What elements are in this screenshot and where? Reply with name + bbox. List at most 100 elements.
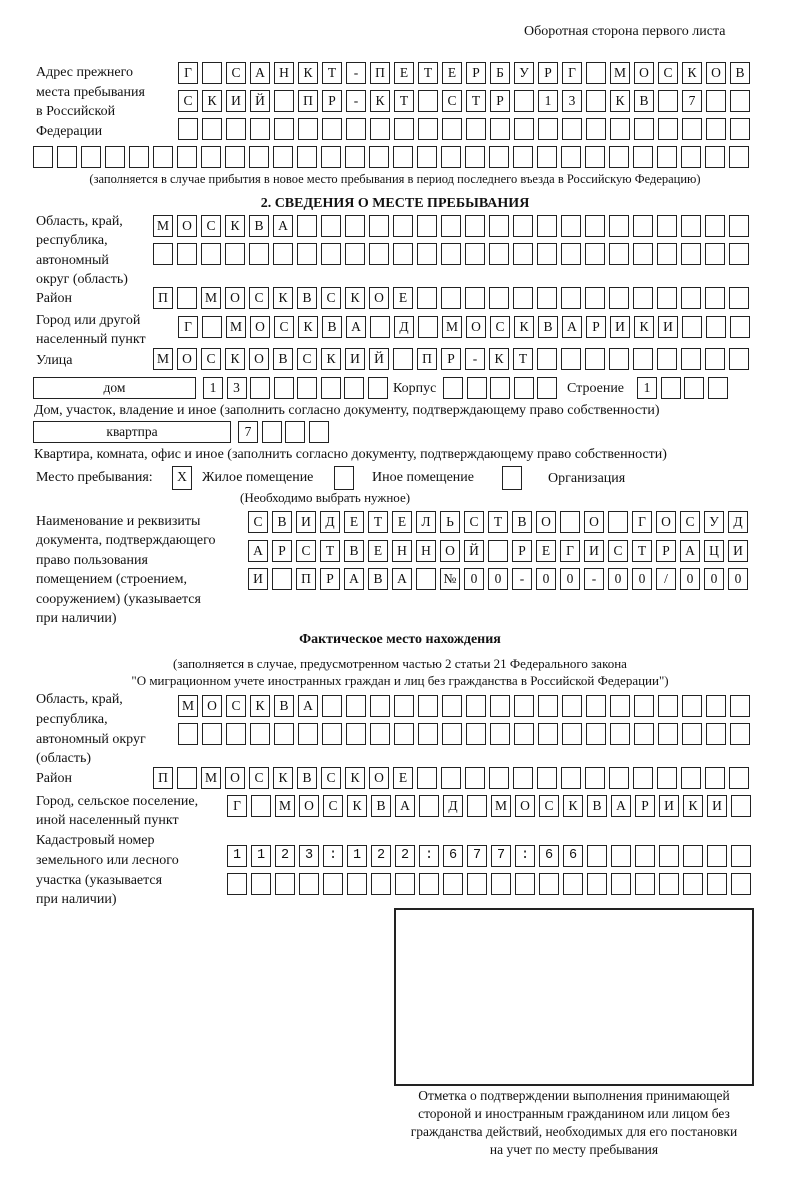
prev-address-cell[interactable]: Р: [466, 62, 486, 84]
region-cell[interactable]: [609, 215, 629, 237]
prev-address-cell[interactable]: 3: [562, 90, 582, 112]
actual-region-cell[interactable]: [250, 723, 270, 745]
actual-district-cell[interactable]: [441, 767, 461, 789]
prev-address-cell[interactable]: [153, 146, 173, 168]
prev-address-cell[interactable]: [274, 90, 294, 112]
prev-address-cell[interactable]: [202, 62, 222, 84]
cadastre-cell[interactable]: [731, 845, 751, 867]
region-cell[interactable]: [681, 215, 701, 237]
doc-cell[interactable]: 0: [680, 568, 700, 590]
doc-cell[interactable]: И: [728, 540, 748, 562]
prev-address-cell[interactable]: [346, 118, 366, 140]
cadastre-cell[interactable]: [611, 845, 631, 867]
prev-address-cell[interactable]: Е: [442, 62, 462, 84]
house-cell[interactable]: [297, 377, 317, 399]
doc-cell[interactable]: 0: [728, 568, 748, 590]
region-cell[interactable]: [441, 215, 461, 237]
actual-district-cell[interactable]: К: [273, 767, 293, 789]
district-cell[interactable]: С: [321, 287, 341, 309]
prev-address-cell[interactable]: [442, 118, 462, 140]
doc-cell[interactable]: 0: [560, 568, 580, 590]
prev-address-cell[interactable]: [201, 146, 221, 168]
actual-city-cell[interactable]: А: [395, 795, 415, 817]
actual-region-cell[interactable]: [442, 695, 462, 717]
actual-district-cell[interactable]: [729, 767, 749, 789]
region-cell[interactable]: [489, 243, 509, 265]
doc-cell[interactable]: Р: [320, 568, 340, 590]
street-cell[interactable]: [657, 348, 677, 370]
district-cell[interactable]: М: [201, 287, 221, 309]
prev-address-cell[interactable]: [586, 90, 606, 112]
street-cell[interactable]: П: [417, 348, 437, 370]
prev-address-cell[interactable]: [465, 146, 485, 168]
cadastre-cell[interactable]: [395, 845, 415, 867]
doc-cell[interactable]: Е: [344, 511, 364, 533]
region-cell[interactable]: [465, 243, 485, 265]
actual-region-cell[interactable]: О: [202, 695, 222, 717]
city-cell[interactable]: К: [634, 316, 654, 338]
actual-region-cell[interactable]: [202, 723, 222, 745]
district-cell[interactable]: [585, 287, 605, 309]
region-cell[interactable]: [705, 215, 725, 237]
cadastre-cell[interactable]: [707, 873, 727, 895]
actual-region-cell[interactable]: [586, 723, 606, 745]
checkbox-other-premises[interactable]: [334, 466, 354, 490]
region-cell[interactable]: [729, 243, 749, 265]
city-cell[interactable]: [418, 316, 438, 338]
doc-cell[interactable]: Т: [632, 540, 652, 562]
actual-district-cell[interactable]: О: [369, 767, 389, 789]
doc-cell[interactable]: №: [440, 568, 460, 590]
house-cell[interactable]: 1: [203, 377, 223, 399]
actual-district-cell[interactable]: П: [153, 767, 173, 789]
actual-region-cell[interactable]: [682, 723, 702, 745]
doc-cell[interactable]: [608, 511, 628, 533]
cadastre-cell[interactable]: [683, 845, 703, 867]
cadastre-cell[interactable]: [539, 845, 559, 867]
prev-address-cell[interactable]: [561, 146, 581, 168]
prev-address-cell[interactable]: [129, 146, 149, 168]
prev-address-cell[interactable]: [298, 118, 318, 140]
prev-address-cell[interactable]: О: [634, 62, 654, 84]
district-cell[interactable]: Е: [393, 287, 413, 309]
prev-address-cell[interactable]: [490, 118, 510, 140]
house-cell[interactable]: [273, 377, 294, 399]
prev-address-cell[interactable]: [682, 118, 702, 140]
actual-region-cell[interactable]: В: [274, 695, 294, 717]
prev-address-cell[interactable]: О: [706, 62, 726, 84]
district-cell[interactable]: К: [345, 287, 365, 309]
actual-district-cell[interactable]: [609, 767, 629, 789]
cadastre-cell[interactable]: [707, 845, 727, 867]
prev-address-cell[interactable]: [33, 146, 53, 168]
street-cell[interactable]: С: [201, 348, 221, 370]
region-cell[interactable]: [513, 215, 533, 237]
actual-city-cell[interactable]: Д: [443, 795, 463, 817]
house-cell[interactable]: [250, 377, 270, 399]
region-cell[interactable]: [633, 243, 653, 265]
street-cell[interactable]: М: [153, 348, 173, 370]
prev-address-cell[interactable]: П: [298, 90, 318, 112]
actual-city-cell[interactable]: О: [299, 795, 319, 817]
prev-address-cell[interactable]: К: [682, 62, 702, 84]
prev-address-cell[interactable]: Г: [178, 62, 198, 84]
region-cell[interactable]: [273, 243, 293, 265]
cadastre-cell[interactable]: [371, 845, 391, 867]
city-cell[interactable]: И: [658, 316, 678, 338]
actual-district-cell[interactable]: [177, 767, 197, 789]
flat-cell[interactable]: [285, 421, 305, 443]
cadastre-cell[interactable]: [467, 845, 487, 867]
prev-address-cell[interactable]: [658, 118, 678, 140]
doc-cell[interactable]: Н: [392, 540, 412, 562]
actual-region-cell[interactable]: [658, 723, 678, 745]
cadastre-cell[interactable]: [539, 873, 559, 895]
cadastre-cell[interactable]: [659, 845, 679, 867]
actual-city-cell[interactable]: Г: [227, 795, 247, 817]
actual-district-cell[interactable]: [561, 767, 581, 789]
prev-address-cell[interactable]: [489, 146, 509, 168]
street-cell[interactable]: [537, 348, 557, 370]
doc-cell[interactable]: 0: [488, 568, 508, 590]
doc-cell[interactable]: Й: [464, 540, 484, 562]
prev-address-cell[interactable]: [322, 118, 342, 140]
cadastre-cell[interactable]: [299, 845, 319, 867]
prev-address-cell[interactable]: [225, 146, 245, 168]
building-cell[interactable]: [707, 377, 728, 399]
